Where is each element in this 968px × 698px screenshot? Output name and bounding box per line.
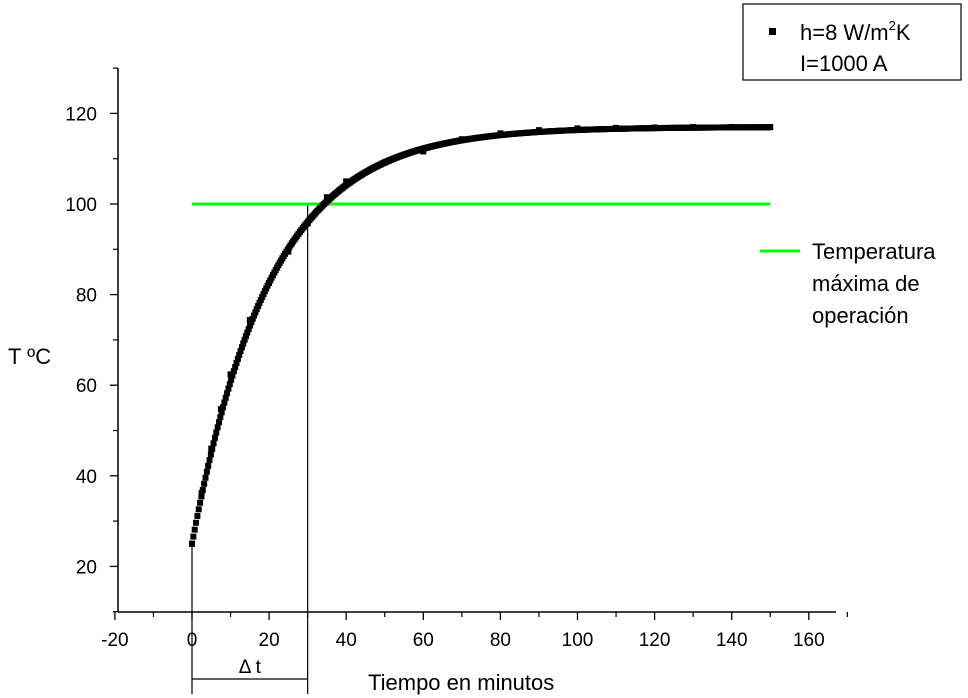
- curve-point: [244, 329, 251, 336]
- x-tick-label: 60: [413, 630, 434, 651]
- curve-point: [228, 376, 235, 383]
- curve-point: [201, 480, 208, 487]
- curve-point: [191, 526, 198, 533]
- curve-point: [210, 440, 217, 447]
- curve-point: [207, 451, 214, 458]
- curve-point: [240, 340, 247, 347]
- curve-point: [238, 344, 245, 351]
- curve-point: [766, 124, 773, 131]
- curve-point: [215, 419, 222, 426]
- curve-point: [241, 336, 248, 343]
- curve-point: [252, 309, 259, 316]
- y-tick-label: 120: [65, 104, 97, 125]
- curve-point: [217, 414, 224, 421]
- x-tick-label: 40: [336, 630, 357, 651]
- legend-green-line: Temperatura máxima de operación: [760, 239, 936, 328]
- curve-point: [255, 303, 262, 310]
- curve-point: [249, 315, 256, 322]
- curve-point: [195, 506, 202, 513]
- curve-point: [251, 312, 258, 319]
- curve-point: [253, 306, 260, 313]
- curve-point: [222, 394, 229, 401]
- legend-green-label-1: Temperatura: [812, 239, 936, 264]
- curve-point: [224, 390, 231, 397]
- temperature-series: [189, 123, 774, 547]
- curve-point: [248, 319, 255, 326]
- curve-point: [245, 326, 252, 333]
- x-tick-label: 20: [259, 630, 280, 651]
- curve-point: [211, 434, 218, 441]
- curve-point: [202, 474, 209, 481]
- curve-point: [218, 409, 225, 416]
- y-tick-label: 20: [76, 557, 97, 578]
- curve-point: [213, 429, 220, 436]
- curve-point: [221, 399, 228, 406]
- y-tick-label: 40: [76, 467, 97, 488]
- x-tick-label: 120: [639, 630, 671, 651]
- curve-point: [194, 512, 201, 519]
- x-ticks: -20 0 20 40 60 80 100 120 140 160: [101, 612, 848, 651]
- curve-point: [193, 519, 200, 526]
- curve-point: [226, 381, 233, 388]
- x-tick-label: 100: [562, 630, 594, 651]
- curve-point: [197, 499, 204, 506]
- x-tick-label: 80: [490, 630, 511, 651]
- curve-point: [214, 424, 221, 431]
- x-tick-label: -20: [101, 630, 128, 651]
- delta-t-annotation: Δ t: [191, 204, 309, 694]
- legend-series-label: h=8 W/m2K: [800, 18, 911, 45]
- curve-point: [199, 487, 206, 494]
- curve-point: [230, 368, 237, 375]
- y-ticks: 20 40 60 80 100 120: [65, 67, 118, 613]
- curve-point: [229, 372, 236, 379]
- legend-box: h=8 W/m2K I=1000 A: [742, 3, 962, 81]
- curve-point: [189, 540, 195, 547]
- curve-point: [237, 348, 244, 355]
- curve-point: [209, 445, 216, 452]
- curve-point: [205, 462, 212, 469]
- curve-point: [206, 457, 213, 464]
- curve-point: [234, 355, 241, 362]
- curve-point: [232, 364, 239, 371]
- x-tick-label: 160: [793, 630, 825, 651]
- delta-t-label: Δ t: [239, 657, 262, 678]
- y-axis-title: T ºC: [8, 344, 51, 369]
- legend-green-label-3: operación: [812, 303, 909, 328]
- curve-point: [198, 493, 205, 500]
- curve-point: [203, 468, 210, 475]
- curve-point: [190, 533, 197, 540]
- legend-current-label: I=1000 A: [800, 51, 888, 76]
- y-tick-label: 100: [65, 195, 97, 216]
- legend-square-marker: [769, 28, 776, 35]
- curve-point: [220, 404, 227, 411]
- x-tick-label: 140: [716, 630, 748, 651]
- curve-point: [242, 333, 249, 340]
- y-tick-label: 60: [76, 376, 97, 397]
- x-axis-title: Tiempo en minutos: [368, 670, 554, 695]
- curve-point: [256, 299, 263, 306]
- y-tick-label: 80: [76, 286, 97, 307]
- curve-point: [247, 322, 254, 329]
- curve-point: [236, 351, 243, 358]
- legend-green-label-2: máxima de: [812, 271, 920, 296]
- curve-point: [225, 385, 232, 392]
- curve-point: [233, 359, 240, 366]
